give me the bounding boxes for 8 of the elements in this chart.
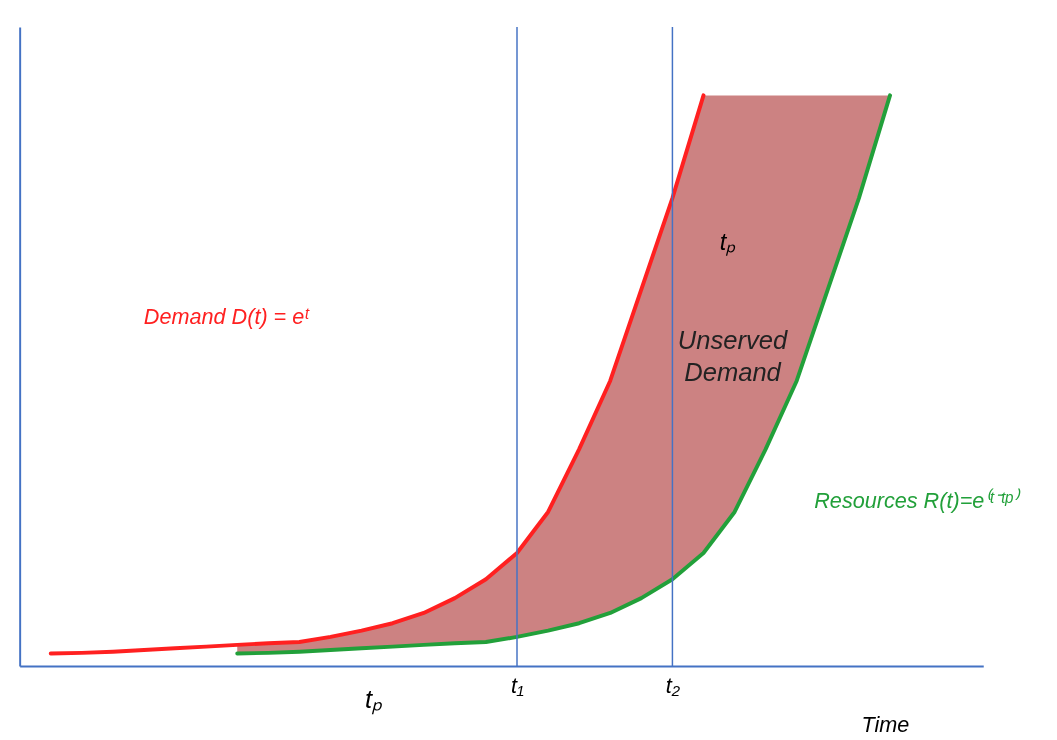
x-axis-title: Time (861, 712, 910, 738)
text: Demand D(t) = eᵗ (143, 303, 311, 329)
text: tₚ (365, 685, 384, 716)
annotation: tₚ (719, 229, 737, 257)
x-tick-label: t₂ (665, 673, 681, 699)
x-tick-label: t₁ (511, 673, 525, 699)
text: Resources R(t)=e⁽ᵗ⁻ᵗᵖ⁾ (814, 487, 1021, 513)
annotation: Unserved Demand (677, 326, 788, 386)
